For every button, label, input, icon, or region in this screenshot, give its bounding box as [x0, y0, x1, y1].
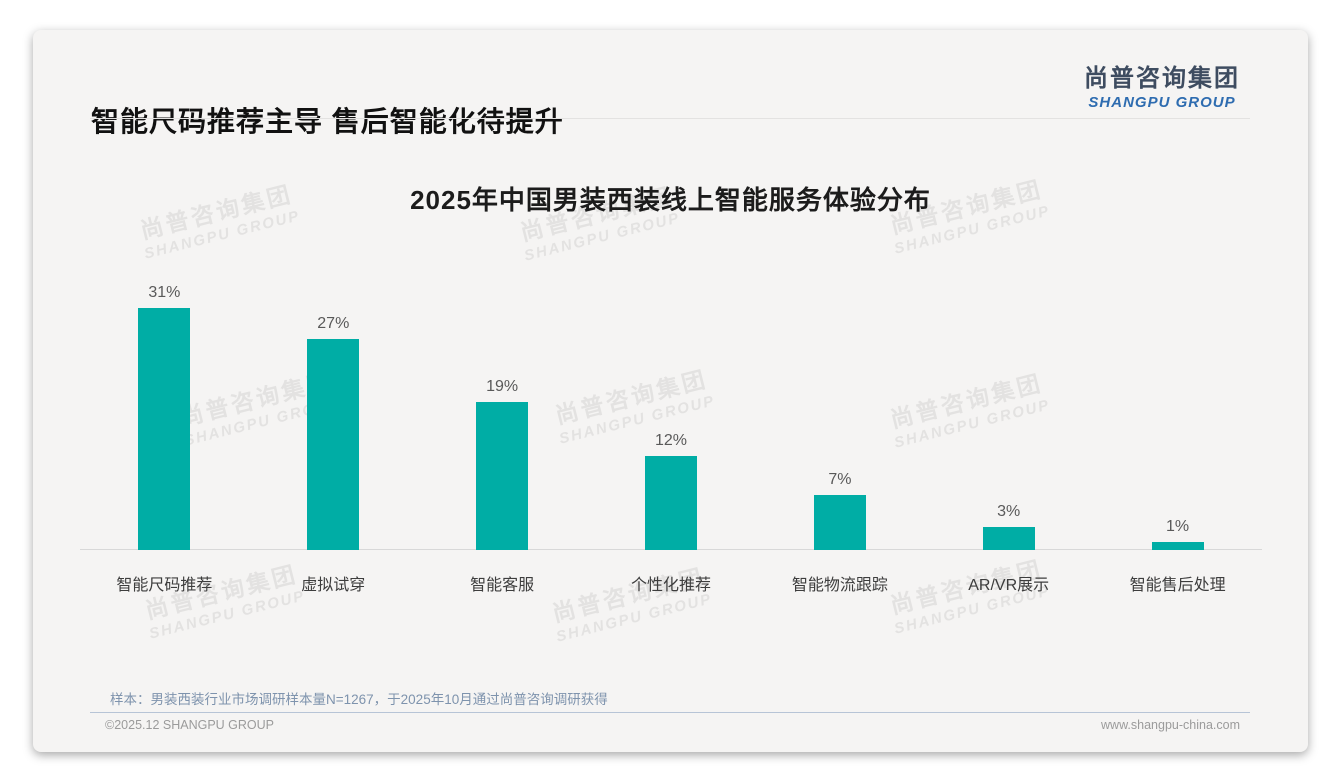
- bar-3: [645, 456, 697, 550]
- logo-english-name: SHANGPU GROUP: [1088, 94, 1236, 111]
- header-divider: [90, 118, 1250, 119]
- bar-1: [307, 339, 360, 550]
- bar-value-label: 19%: [486, 378, 519, 395]
- bar-5: [982, 527, 1035, 550]
- logo-chinese-name: 尚普咨询集团: [1084, 65, 1240, 92]
- report-card: 智能尺码推荐主导 售后智能化待提升 尚普咨询集团 SHANGPU GROUP 尚…: [33, 30, 1308, 752]
- bar-value-label: 27%: [317, 315, 350, 332]
- footer-copyright: ©2025.12 SHANGPU GROUP: [105, 718, 274, 732]
- footer-website: www.shangpu-china.com: [1101, 718, 1240, 732]
- category-label: 智能物流跟踪: [791, 577, 888, 594]
- bar-value-label: 7%: [828, 471, 852, 488]
- category-label: 智能售后处理: [1129, 577, 1226, 594]
- footer-divider: [90, 712, 1250, 713]
- sample-note: 样本：男装西装行业市场调研样本量N=1267，于2025年10月通过尚普咨询调研…: [110, 692, 608, 707]
- bar-6: [1151, 542, 1204, 550]
- bar-value-label: 12%: [654, 432, 688, 449]
- chart-title: 2025年中国男装西装线上智能服务体验分布: [410, 185, 931, 215]
- bar-chart: 31% 智能尺码推荐 27% 虚拟试穿 19% 智能客服 12% 个性化推荐 7% 智能物流跟踪 3…: [80, 30, 1262, 752]
- company-logo: 尚普咨询集团 SHANGPU GROUP: [1084, 58, 1240, 111]
- category-label: 虚拟试穿: [301, 577, 366, 594]
- page-title: 智能尺码推荐主导 售后智能化待提升: [91, 106, 564, 137]
- bar-value-label: 31%: [148, 284, 181, 301]
- bar-4: [813, 495, 866, 550]
- category-label: 智能客服: [470, 577, 535, 594]
- bar-2: [476, 402, 529, 550]
- bar-0: [138, 308, 191, 550]
- bar-value-label: 1%: [1166, 518, 1190, 535]
- category-label: AR/VR展示: [968, 577, 1050, 594]
- bar-value-label: 3%: [997, 503, 1021, 520]
- category-label: 智能尺码推荐: [116, 577, 213, 594]
- category-label: 个性化推荐: [630, 577, 711, 594]
